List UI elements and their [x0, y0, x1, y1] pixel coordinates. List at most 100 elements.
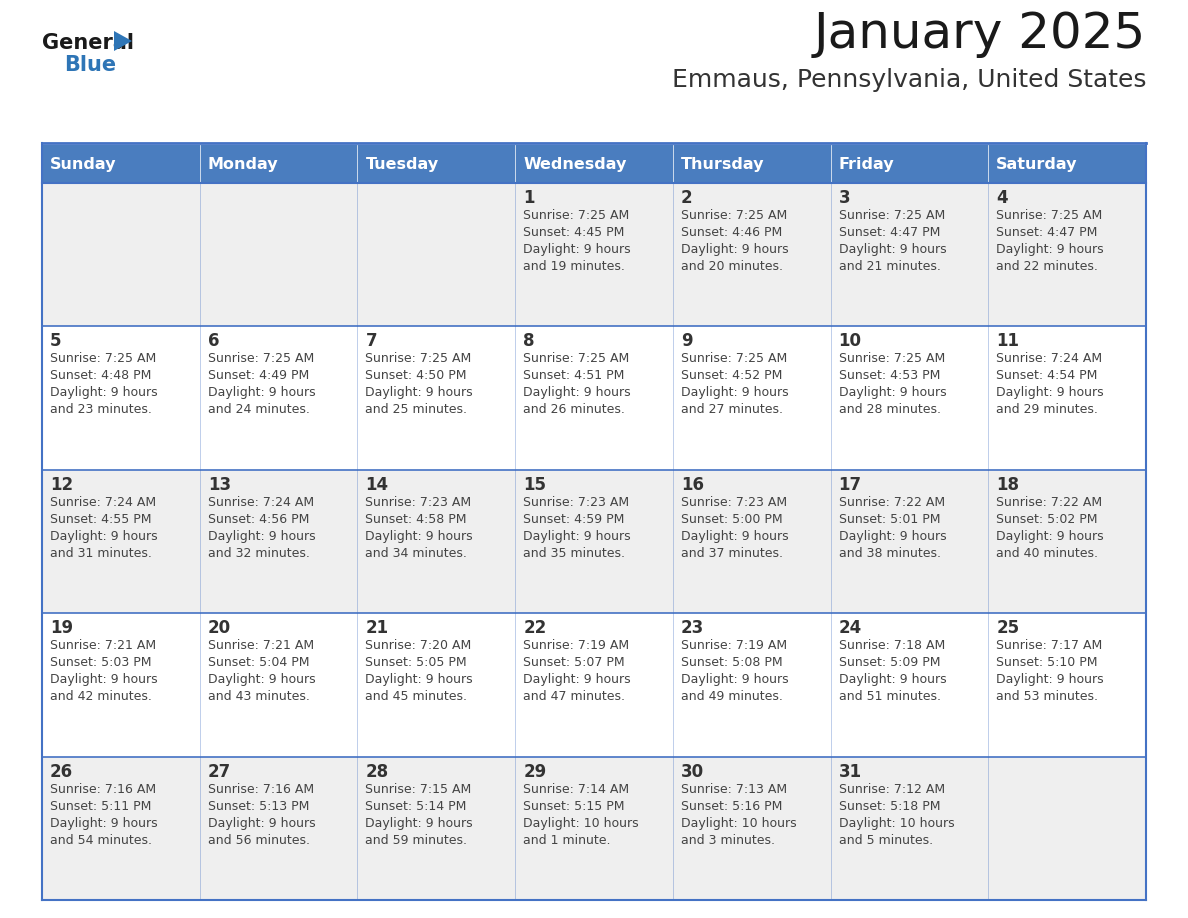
Text: Daylight: 9 hours: Daylight: 9 hours — [208, 817, 315, 830]
Text: Daylight: 9 hours: Daylight: 9 hours — [997, 530, 1104, 543]
Text: Sunset: 4:56 PM: Sunset: 4:56 PM — [208, 513, 309, 526]
Text: 29: 29 — [523, 763, 546, 780]
Text: and 1 minute.: and 1 minute. — [523, 834, 611, 846]
Text: and 45 minutes.: and 45 minutes. — [366, 690, 467, 703]
Text: and 19 minutes.: and 19 minutes. — [523, 260, 625, 273]
Text: and 47 minutes.: and 47 minutes. — [523, 690, 625, 703]
Text: and 3 minutes.: and 3 minutes. — [681, 834, 775, 846]
Text: and 40 minutes.: and 40 minutes. — [997, 547, 1098, 560]
Text: Daylight: 9 hours: Daylight: 9 hours — [997, 243, 1104, 256]
Text: Daylight: 9 hours: Daylight: 9 hours — [366, 817, 473, 830]
Text: Sunrise: 7:12 AM: Sunrise: 7:12 AM — [839, 783, 944, 796]
Text: Daylight: 9 hours: Daylight: 9 hours — [997, 386, 1104, 399]
Text: 11: 11 — [997, 332, 1019, 351]
Text: Sunset: 5:00 PM: Sunset: 5:00 PM — [681, 513, 783, 526]
Text: Daylight: 9 hours: Daylight: 9 hours — [50, 386, 158, 399]
Text: Daylight: 9 hours: Daylight: 9 hours — [997, 673, 1104, 686]
Text: and 5 minutes.: and 5 minutes. — [839, 834, 933, 846]
Text: Sunrise: 7:25 AM: Sunrise: 7:25 AM — [997, 209, 1102, 222]
Text: and 56 minutes.: and 56 minutes. — [208, 834, 310, 846]
Text: Sunset: 5:10 PM: Sunset: 5:10 PM — [997, 656, 1098, 669]
Text: Sunrise: 7:23 AM: Sunrise: 7:23 AM — [523, 496, 630, 509]
Text: and 20 minutes.: and 20 minutes. — [681, 260, 783, 273]
Text: Daylight: 9 hours: Daylight: 9 hours — [523, 243, 631, 256]
Text: Sunrise: 7:24 AM: Sunrise: 7:24 AM — [208, 496, 314, 509]
Text: and 24 minutes.: and 24 minutes. — [208, 403, 310, 417]
Text: Sunset: 4:46 PM: Sunset: 4:46 PM — [681, 226, 782, 239]
Text: and 26 minutes.: and 26 minutes. — [523, 403, 625, 417]
Text: 19: 19 — [50, 620, 74, 637]
Text: Sunset: 5:13 PM: Sunset: 5:13 PM — [208, 800, 309, 812]
Text: and 51 minutes.: and 51 minutes. — [839, 690, 941, 703]
Text: Sunrise: 7:25 AM: Sunrise: 7:25 AM — [681, 209, 788, 222]
Text: Daylight: 9 hours: Daylight: 9 hours — [50, 817, 158, 830]
Text: 26: 26 — [50, 763, 74, 780]
Text: Sunset: 5:02 PM: Sunset: 5:02 PM — [997, 513, 1098, 526]
Text: 10: 10 — [839, 332, 861, 351]
Text: Daylight: 9 hours: Daylight: 9 hours — [366, 673, 473, 686]
Text: Daylight: 9 hours: Daylight: 9 hours — [681, 530, 789, 543]
Text: Emmaus, Pennsylvania, United States: Emmaus, Pennsylvania, United States — [671, 68, 1146, 92]
Text: and 53 minutes.: and 53 minutes. — [997, 690, 1098, 703]
Text: Sunset: 4:50 PM: Sunset: 4:50 PM — [366, 369, 467, 383]
Text: Sunset: 5:18 PM: Sunset: 5:18 PM — [839, 800, 940, 812]
Text: and 29 minutes.: and 29 minutes. — [997, 403, 1098, 417]
Text: and 32 minutes.: and 32 minutes. — [208, 547, 310, 560]
Text: Sunset: 5:16 PM: Sunset: 5:16 PM — [681, 800, 782, 812]
Text: Sunrise: 7:22 AM: Sunrise: 7:22 AM — [997, 496, 1102, 509]
Text: Daylight: 10 hours: Daylight: 10 hours — [839, 817, 954, 830]
Text: Sunset: 4:58 PM: Sunset: 4:58 PM — [366, 513, 467, 526]
Text: Sunrise: 7:25 AM: Sunrise: 7:25 AM — [50, 353, 157, 365]
Text: and 27 minutes.: and 27 minutes. — [681, 403, 783, 417]
Text: Sunset: 4:51 PM: Sunset: 4:51 PM — [523, 369, 625, 383]
Text: Daylight: 9 hours: Daylight: 9 hours — [523, 673, 631, 686]
Text: Sunrise: 7:21 AM: Sunrise: 7:21 AM — [50, 639, 156, 652]
Text: Monday: Monday — [208, 156, 278, 172]
Text: Daylight: 10 hours: Daylight: 10 hours — [523, 817, 639, 830]
Bar — [42, 183, 1146, 327]
Text: Daylight: 9 hours: Daylight: 9 hours — [208, 386, 315, 399]
Text: 7: 7 — [366, 332, 377, 351]
Text: 30: 30 — [681, 763, 704, 780]
Text: Daylight: 9 hours: Daylight: 9 hours — [208, 530, 315, 543]
Text: Daylight: 9 hours: Daylight: 9 hours — [839, 530, 946, 543]
Text: and 54 minutes.: and 54 minutes. — [50, 834, 152, 846]
Text: Sunrise: 7:24 AM: Sunrise: 7:24 AM — [50, 496, 156, 509]
Text: 25: 25 — [997, 620, 1019, 637]
Text: 18: 18 — [997, 476, 1019, 494]
Text: 27: 27 — [208, 763, 230, 780]
Text: Sunrise: 7:25 AM: Sunrise: 7:25 AM — [523, 353, 630, 365]
Text: Sunrise: 7:14 AM: Sunrise: 7:14 AM — [523, 783, 630, 796]
Text: Sunset: 5:04 PM: Sunset: 5:04 PM — [208, 656, 309, 669]
Text: Sunset: 5:14 PM: Sunset: 5:14 PM — [366, 800, 467, 812]
Text: Wednesday: Wednesday — [523, 156, 626, 172]
Text: Daylight: 9 hours: Daylight: 9 hours — [681, 386, 789, 399]
Text: Sunrise: 7:15 AM: Sunrise: 7:15 AM — [366, 783, 472, 796]
Bar — [42, 613, 1146, 756]
Text: Sunset: 5:01 PM: Sunset: 5:01 PM — [839, 513, 940, 526]
Text: Sunrise: 7:20 AM: Sunrise: 7:20 AM — [366, 639, 472, 652]
Polygon shape — [114, 31, 132, 51]
Text: and 22 minutes.: and 22 minutes. — [997, 260, 1098, 273]
Text: Sunrise: 7:25 AM: Sunrise: 7:25 AM — [523, 209, 630, 222]
Text: Daylight: 9 hours: Daylight: 9 hours — [839, 673, 946, 686]
Text: and 38 minutes.: and 38 minutes. — [839, 547, 941, 560]
Text: Sunset: 5:15 PM: Sunset: 5:15 PM — [523, 800, 625, 812]
Text: Sunset: 5:03 PM: Sunset: 5:03 PM — [50, 656, 152, 669]
Text: Sunset: 4:53 PM: Sunset: 4:53 PM — [839, 369, 940, 383]
Text: 15: 15 — [523, 476, 546, 494]
Text: and 23 minutes.: and 23 minutes. — [50, 403, 152, 417]
Text: Sunset: 5:05 PM: Sunset: 5:05 PM — [366, 656, 467, 669]
Text: and 34 minutes.: and 34 minutes. — [366, 547, 467, 560]
Text: Sunset: 4:47 PM: Sunset: 4:47 PM — [997, 226, 1098, 239]
Text: and 25 minutes.: and 25 minutes. — [366, 403, 467, 417]
Text: 9: 9 — [681, 332, 693, 351]
Text: 24: 24 — [839, 620, 861, 637]
Text: Sunrise: 7:25 AM: Sunrise: 7:25 AM — [839, 353, 944, 365]
Text: Daylight: 9 hours: Daylight: 9 hours — [208, 673, 315, 686]
Bar — [42, 145, 1146, 183]
Text: 21: 21 — [366, 620, 388, 637]
Text: Sunrise: 7:25 AM: Sunrise: 7:25 AM — [681, 353, 788, 365]
Text: 4: 4 — [997, 189, 1007, 207]
Text: General: General — [42, 33, 134, 53]
